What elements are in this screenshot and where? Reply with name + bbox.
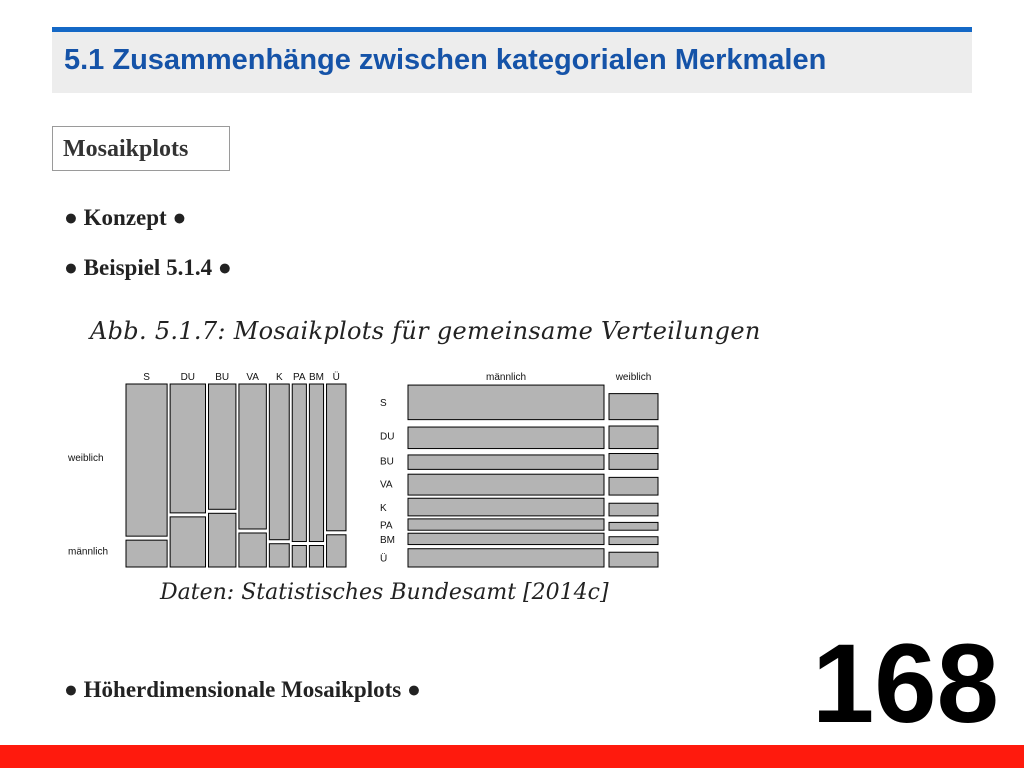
- row-label-u: Ü: [380, 552, 387, 564]
- section-label-box: Mosaikplots: [52, 126, 230, 171]
- col-label-u: Ü: [333, 371, 340, 383]
- row-label-k: K: [380, 503, 387, 514]
- tile-s-mannlich: [407, 384, 605, 421]
- bullet-beispiel: ● Beispiel 5.1.4 ●: [64, 255, 232, 280]
- tile-s-weiblich: [125, 383, 168, 537]
- tile-pa-weiblich: [608, 521, 659, 531]
- tile-bu-weiblich: [208, 383, 237, 510]
- row-label-weiblich: weiblich: [67, 453, 104, 464]
- bottom-bar: [0, 745, 1024, 768]
- tile-bu-mannlich: [208, 512, 237, 568]
- tile-u-weiblich: [608, 551, 659, 568]
- page-title: 5.1 Zusammenhänge zwischen kategorialen …: [64, 44, 827, 76]
- col-label-s: S: [143, 372, 150, 383]
- row-label-pa: PA: [380, 521, 393, 532]
- tile-u-mannlich: [326, 534, 347, 568]
- row-label-bu: BU: [380, 456, 394, 467]
- tile-bm-mannlich: [308, 545, 325, 568]
- row-label-mannlich: männlich: [68, 547, 108, 558]
- col-label-weiblich: weiblich: [615, 372, 652, 383]
- col-label-bu: BU: [215, 372, 229, 383]
- tile-bm-mannlich: [407, 532, 605, 546]
- figure-caption: Abb. 5.1.7: Mosaikplots für gemeinsame V…: [90, 317, 761, 345]
- section-label: Mosaikplots: [63, 136, 189, 162]
- row-label-va: VA: [380, 480, 393, 491]
- tile-pa-weiblich: [291, 383, 307, 543]
- title-bar: 5.1 Zusammenhänge zwischen kategorialen …: [52, 27, 972, 93]
- tile-va-weiblich: [608, 476, 659, 496]
- bullet-hoeherdimensional: ● Höherdimensionale Mosaikplots ●: [64, 677, 421, 702]
- col-label-pa: PA: [293, 372, 306, 383]
- tile-du-mannlich: [407, 426, 605, 450]
- tile-bu-mannlich: [407, 454, 605, 470]
- col-label-du: DU: [181, 372, 195, 383]
- page-number: 168: [812, 621, 999, 746]
- row-label-bm: BM: [380, 535, 395, 546]
- tile-va-mannlich: [238, 532, 267, 568]
- col-label-va: VA: [246, 372, 259, 383]
- row-label-s: S: [380, 398, 387, 409]
- figure-source: Daten: Statistisches Bundesamt [2014c]: [160, 580, 609, 605]
- tile-s-mannlich: [125, 539, 168, 568]
- tile-va-mannlich: [407, 473, 605, 496]
- tile-bm-weiblich: [608, 536, 659, 546]
- tile-pa-mannlich: [407, 518, 605, 531]
- tile-bm-weiblich: [308, 383, 325, 543]
- tile-bu-weiblich: [608, 453, 659, 470]
- tile-du-mannlich: [169, 516, 207, 568]
- tile-u-mannlich: [407, 548, 605, 568]
- col-label-mannlich: männlich: [486, 372, 526, 383]
- tile-k-mannlich: [407, 497, 605, 517]
- col-label-k: K: [276, 372, 283, 383]
- tile-k-weiblich: [268, 383, 290, 541]
- tile-du-weiblich: [169, 383, 207, 514]
- col-label-bm: BM: [309, 372, 324, 383]
- tile-va-weiblich: [238, 383, 267, 530]
- tile-s-weiblich: [608, 393, 659, 421]
- tile-k-weiblich: [608, 502, 659, 517]
- bullet-konzept: ● Konzept ●: [64, 205, 187, 230]
- tile-k-mannlich: [268, 543, 290, 568]
- row-label-du: DU: [380, 432, 394, 443]
- tile-pa-mannlich: [291, 545, 307, 568]
- tile-du-weiblich: [608, 425, 659, 450]
- tile-u-weiblich: [326, 383, 347, 532]
